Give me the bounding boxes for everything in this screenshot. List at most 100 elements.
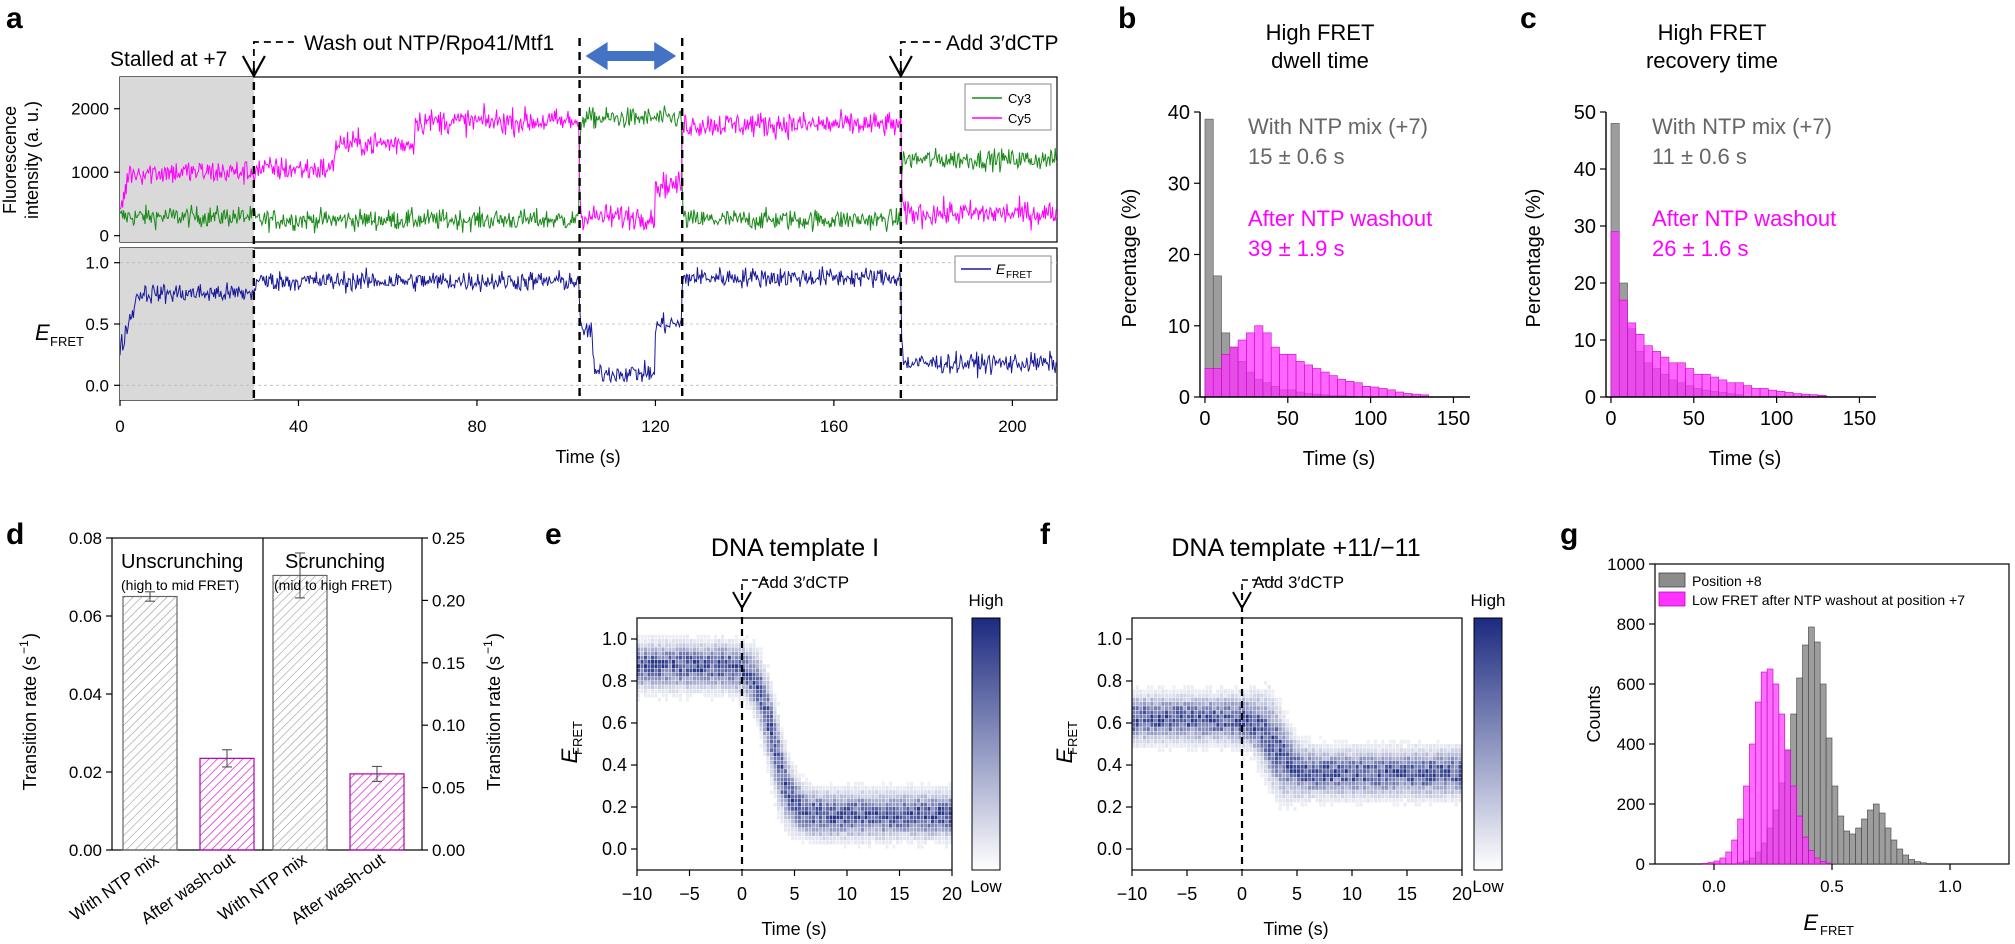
heat-cell: [1330, 769, 1334, 773]
heat-cell: [1253, 693, 1257, 698]
heat-cell: [756, 718, 759, 723]
heat-cell: [801, 823, 805, 828]
heat-cell: [941, 798, 945, 803]
heat-cell: [689, 639, 693, 643]
heat-cell: [700, 668, 703, 673]
heat-cell: [735, 676, 738, 681]
heat-cell: [651, 651, 654, 656]
heat-cell: [882, 786, 885, 790]
heat-cell: [868, 815, 871, 820]
heat-cell: [777, 727, 780, 731]
heat-cell: [784, 815, 787, 820]
heat-cell: [1286, 739, 1290, 744]
heat-cell: [1271, 769, 1275, 773]
heat-cell: [1187, 714, 1191, 719]
heat-cell: [735, 660, 738, 664]
heat-cell: [1256, 727, 1260, 731]
heat-cell: [707, 681, 710, 685]
heat-cell: [1297, 735, 1301, 740]
bar-position-8: [1867, 809, 1874, 865]
heat-cell: [868, 802, 871, 807]
heat-cell: [752, 685, 756, 689]
heat-cell: [1150, 697, 1154, 702]
heat-cell: [833, 836, 836, 841]
heat-cell: [808, 790, 812, 794]
heat-cell: [1278, 723, 1282, 727]
heat-cell: [752, 697, 756, 702]
heat-cell: [1366, 760, 1370, 765]
heat-cell: [1264, 702, 1268, 706]
heat-cell: [1275, 723, 1279, 727]
heat-cell: [1352, 752, 1356, 757]
heat-cell: [777, 760, 780, 765]
heat-cell: [910, 781, 913, 786]
heat-cell: [675, 664, 679, 668]
heat-cell: [724, 672, 728, 677]
heat-cell: [878, 790, 882, 794]
bar-low-fret: [1814, 857, 1821, 865]
heat-cell: [654, 668, 658, 673]
heat-cell: [1227, 744, 1231, 748]
heat-cell: [1242, 689, 1246, 694]
heat-cell: [770, 706, 773, 710]
heat-cell: [864, 828, 868, 832]
heat-cell: [1319, 786, 1323, 790]
heat-cell: [1403, 765, 1407, 769]
heat-cell: [784, 802, 787, 807]
heat-cell: [1227, 693, 1231, 698]
heat-cell: [672, 668, 675, 673]
heat-cell: [661, 672, 665, 677]
heat-cell: [934, 794, 938, 799]
ytick-label: 0.0: [1097, 839, 1122, 859]
heat-cell: [1282, 714, 1286, 719]
heat-cell: [1267, 723, 1271, 727]
heat-cell: [1418, 748, 1422, 752]
xtick-label: 0: [1199, 408, 1210, 430]
heat-cell: [1179, 710, 1183, 715]
heat-cell: [1396, 786, 1400, 790]
heat-cell: [1161, 723, 1165, 727]
heat-cell: [791, 815, 794, 820]
heat-cell: [787, 798, 791, 803]
heat-cell: [1264, 693, 1268, 698]
heat-cell: [1322, 781, 1326, 786]
heat-cell: [1205, 697, 1209, 702]
heat-cell: [759, 693, 763, 698]
heat-cell: [1341, 794, 1345, 799]
heat-cell: [665, 647, 668, 652]
heat-cell: [1418, 777, 1422, 782]
heat-cell: [710, 676, 714, 681]
heat-cell: [1289, 777, 1293, 782]
a-xtick-label: 200: [998, 417, 1026, 436]
heat-cell: [756, 655, 759, 660]
heat-cell: [903, 794, 906, 799]
heat-cell: [1458, 781, 1462, 786]
heat-cell: [682, 634, 686, 639]
heat-cell: [679, 634, 682, 639]
heat-cell: [1256, 756, 1260, 761]
heat-cell: [882, 781, 885, 786]
heat-cell: [752, 706, 756, 710]
heat-cell: [917, 786, 920, 790]
heat-cell: [763, 664, 766, 668]
heat-cell: [1414, 777, 1418, 782]
heat-cell: [1190, 744, 1194, 748]
heat-cell: [1154, 731, 1158, 736]
heat-cell: [654, 643, 658, 647]
heat-cell: [850, 807, 854, 811]
heat-cell: [1414, 773, 1418, 778]
heat-cell: [1429, 798, 1433, 803]
heat-cell: [1146, 718, 1150, 723]
heat-cell: [791, 777, 794, 782]
heat-cell: [1139, 735, 1143, 740]
heat-cell: [700, 655, 703, 660]
heat-cell: [1286, 802, 1290, 807]
bar-washout: [1353, 382, 1363, 398]
heat-cell: [941, 794, 945, 799]
heat-cell: [1220, 693, 1224, 698]
heat-cell: [721, 634, 724, 639]
heat-cell: [1341, 773, 1345, 778]
heat-cell: [1172, 739, 1176, 744]
heat-cell: [1135, 714, 1139, 719]
